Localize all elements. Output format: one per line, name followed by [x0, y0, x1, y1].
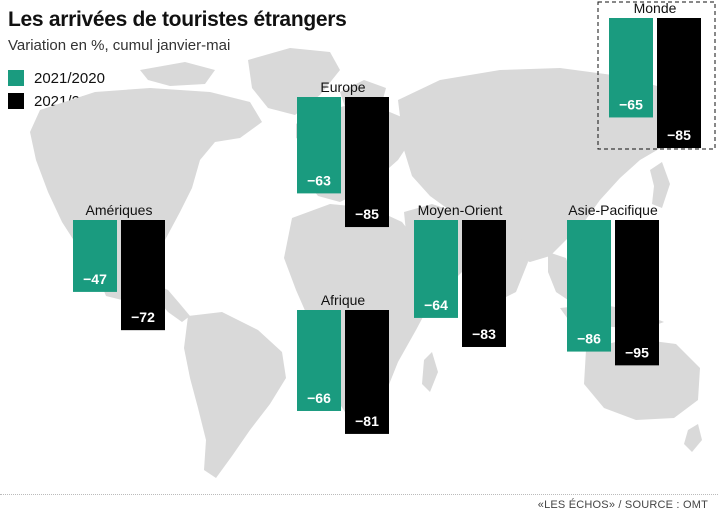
value-label-monde-2021-2020: −65	[619, 96, 643, 112]
value-label-asie-pacifique-2021-2020: −86	[577, 331, 601, 347]
region-label-moyen-orient: Moyen-Orient	[418, 202, 503, 218]
region-label-europe: Europe	[320, 79, 365, 95]
value-label-moyen-orient-2021-2019: −83	[472, 326, 496, 342]
value-label-ameriques-2021-2020: −47	[83, 271, 107, 287]
value-label-ameriques-2021-2019: −72	[131, 309, 155, 325]
source-credit: «LES ÉCHOS» / SOURCE : OMT	[537, 499, 708, 511]
bar-monde-2021-2019	[657, 18, 701, 149]
region-label-asie-pacifique: Asie-Pacifique	[568, 202, 658, 218]
bar-europe-2021-2019	[345, 97, 389, 228]
bar-europe-2021-2020	[297, 97, 341, 194]
bar-moyen-orient-2021-2019	[462, 220, 506, 347]
monde-inset-frame	[597, 1, 716, 150]
legend-label-2021-2020: 2021/2020	[34, 69, 105, 87]
legend-swatch-2021-2020	[8, 70, 24, 86]
bar-ameriques-2021-2020	[73, 220, 117, 292]
region-label-monde: Monde	[634, 0, 677, 16]
value-label-afrique-2021-2019: −81	[355, 413, 379, 429]
bar-asie-pacifique-2021-2019	[615, 220, 659, 366]
bar-afrique-2021-2020	[297, 310, 341, 411]
bar-afrique-2021-2019	[345, 310, 389, 434]
bar-moyen-orient-2021-2020	[414, 220, 458, 318]
value-label-afrique-2021-2020: −66	[307, 390, 331, 406]
bar-asie-pacifique-2021-2020	[567, 220, 611, 352]
value-label-monde-2021-2019: −85	[667, 127, 691, 143]
value-label-moyen-orient-2021-2020: −64	[424, 297, 448, 313]
region-label-afrique: Afrique	[321, 292, 366, 308]
bar-monde-2021-2020	[609, 18, 653, 118]
region-label-ameriques: Amériques	[86, 202, 153, 218]
value-label-asie-pacifique-2021-2019: −95	[625, 344, 649, 360]
chart-subtitle: Variation en %, cumul janvier-mai	[8, 37, 231, 54]
footer-rule	[0, 494, 718, 495]
legend-swatch-2021-2019	[8, 93, 24, 109]
value-label-europe-2021-2020: −63	[307, 172, 331, 188]
chart-title: Les arrivées de touristes étrangers	[8, 8, 347, 31]
value-label-europe-2021-2019: −85	[355, 206, 379, 222]
legend-item-2021-2020: 2021/2020	[8, 69, 105, 87]
bar-ameriques-2021-2019	[121, 220, 165, 331]
